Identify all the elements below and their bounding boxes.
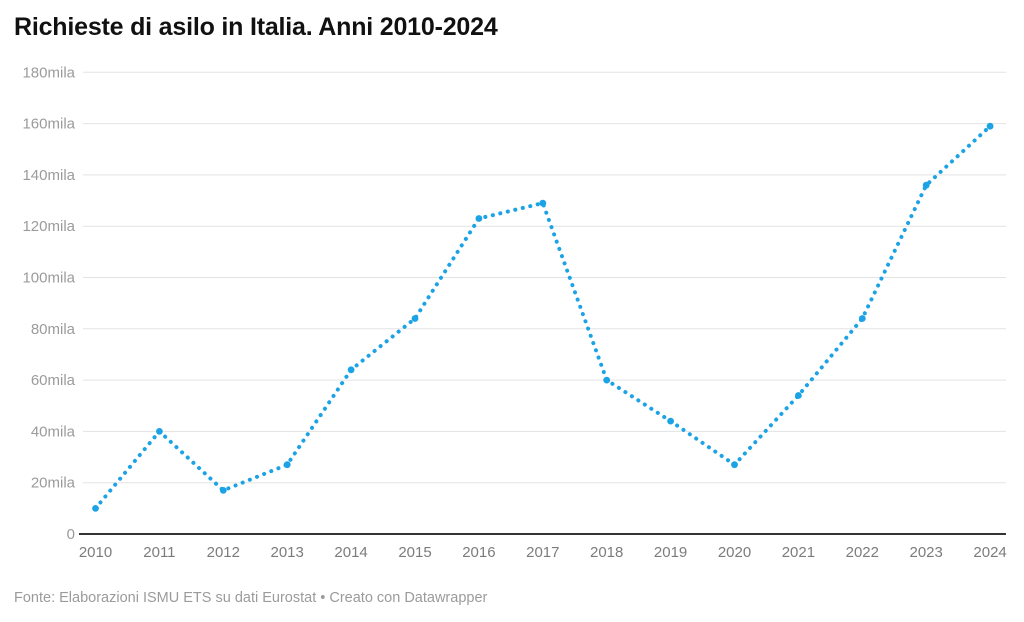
- data-point-2024[interactable]: [986, 122, 994, 130]
- data-point-2023[interactable]: [922, 181, 930, 189]
- y-axis-tick-label: 100mila: [22, 270, 75, 287]
- source-text: Fonte: Elaborazioni ISMU ETS su dati Eur…: [14, 590, 317, 606]
- chart-footer: Fonte: Elaborazioni ISMU ETS su dati Eur…: [14, 590, 487, 606]
- y-axis-tick-label: 160mila: [22, 116, 75, 133]
- data-point-2013[interactable]: [283, 461, 291, 469]
- y-axis-tick-label: 60mila: [31, 372, 76, 389]
- x-axis-tick-label: 2014: [334, 544, 367, 561]
- y-axis-tick-label: 40mila: [31, 423, 76, 440]
- data-point-2020[interactable]: [731, 461, 738, 469]
- x-axis-tick-label: 2024: [973, 544, 1006, 561]
- data-point-2017[interactable]: [539, 199, 547, 207]
- footer-separator: •: [316, 590, 330, 606]
- data-point-2015[interactable]: [411, 315, 419, 322]
- y-axis-tick-label: 140mila: [22, 167, 75, 184]
- x-axis-tick-label: 2018: [590, 544, 623, 561]
- x-axis-tick-label: 2023: [910, 544, 943, 561]
- x-axis-tick-label: 2019: [654, 544, 687, 561]
- x-axis-tick-label: 2011: [143, 544, 175, 561]
- y-axis-tick-label: 80mila: [31, 321, 76, 338]
- x-axis-tick-label: 2020: [718, 544, 751, 561]
- x-axis-tick-label: 2015: [398, 544, 431, 561]
- data-point-2011[interactable]: [156, 428, 163, 435]
- x-axis-tick-label: 2012: [207, 544, 240, 561]
- data-point-2021[interactable]: [795, 392, 802, 399]
- data-point-2016[interactable]: [475, 215, 483, 222]
- data-point-2012[interactable]: [219, 487, 227, 494]
- chart-title: Richieste di asilo in Italia. Anni 2010-…: [14, 13, 498, 41]
- x-axis-tick-label: 2017: [526, 544, 559, 561]
- y-axis-tick-label: 20mila: [31, 475, 76, 492]
- data-point-2018[interactable]: [603, 376, 611, 384]
- datawrapper-attribution-link[interactable]: Creato con Datawrapper: [329, 590, 488, 606]
- x-axis-tick-label: 2013: [271, 544, 304, 561]
- data-point-2014[interactable]: [347, 366, 355, 374]
- y-axis-tick-label: 120mila: [22, 218, 75, 235]
- dotted-line-series: [93, 124, 993, 511]
- data-point-2022[interactable]: [858, 315, 866, 322]
- data-point-2010[interactable]: [92, 505, 99, 512]
- y-axis-tick-label: 0: [67, 526, 75, 543]
- x-axis-tick-label: 2016: [462, 544, 495, 561]
- x-axis-tick-label: 2022: [846, 544, 879, 561]
- x-axis-tick-label: 2010: [79, 544, 112, 561]
- data-point-2019[interactable]: [667, 417, 674, 425]
- y-axis-tick-label: 180mila: [22, 64, 75, 81]
- x-axis-tick-label: 2021: [782, 544, 815, 561]
